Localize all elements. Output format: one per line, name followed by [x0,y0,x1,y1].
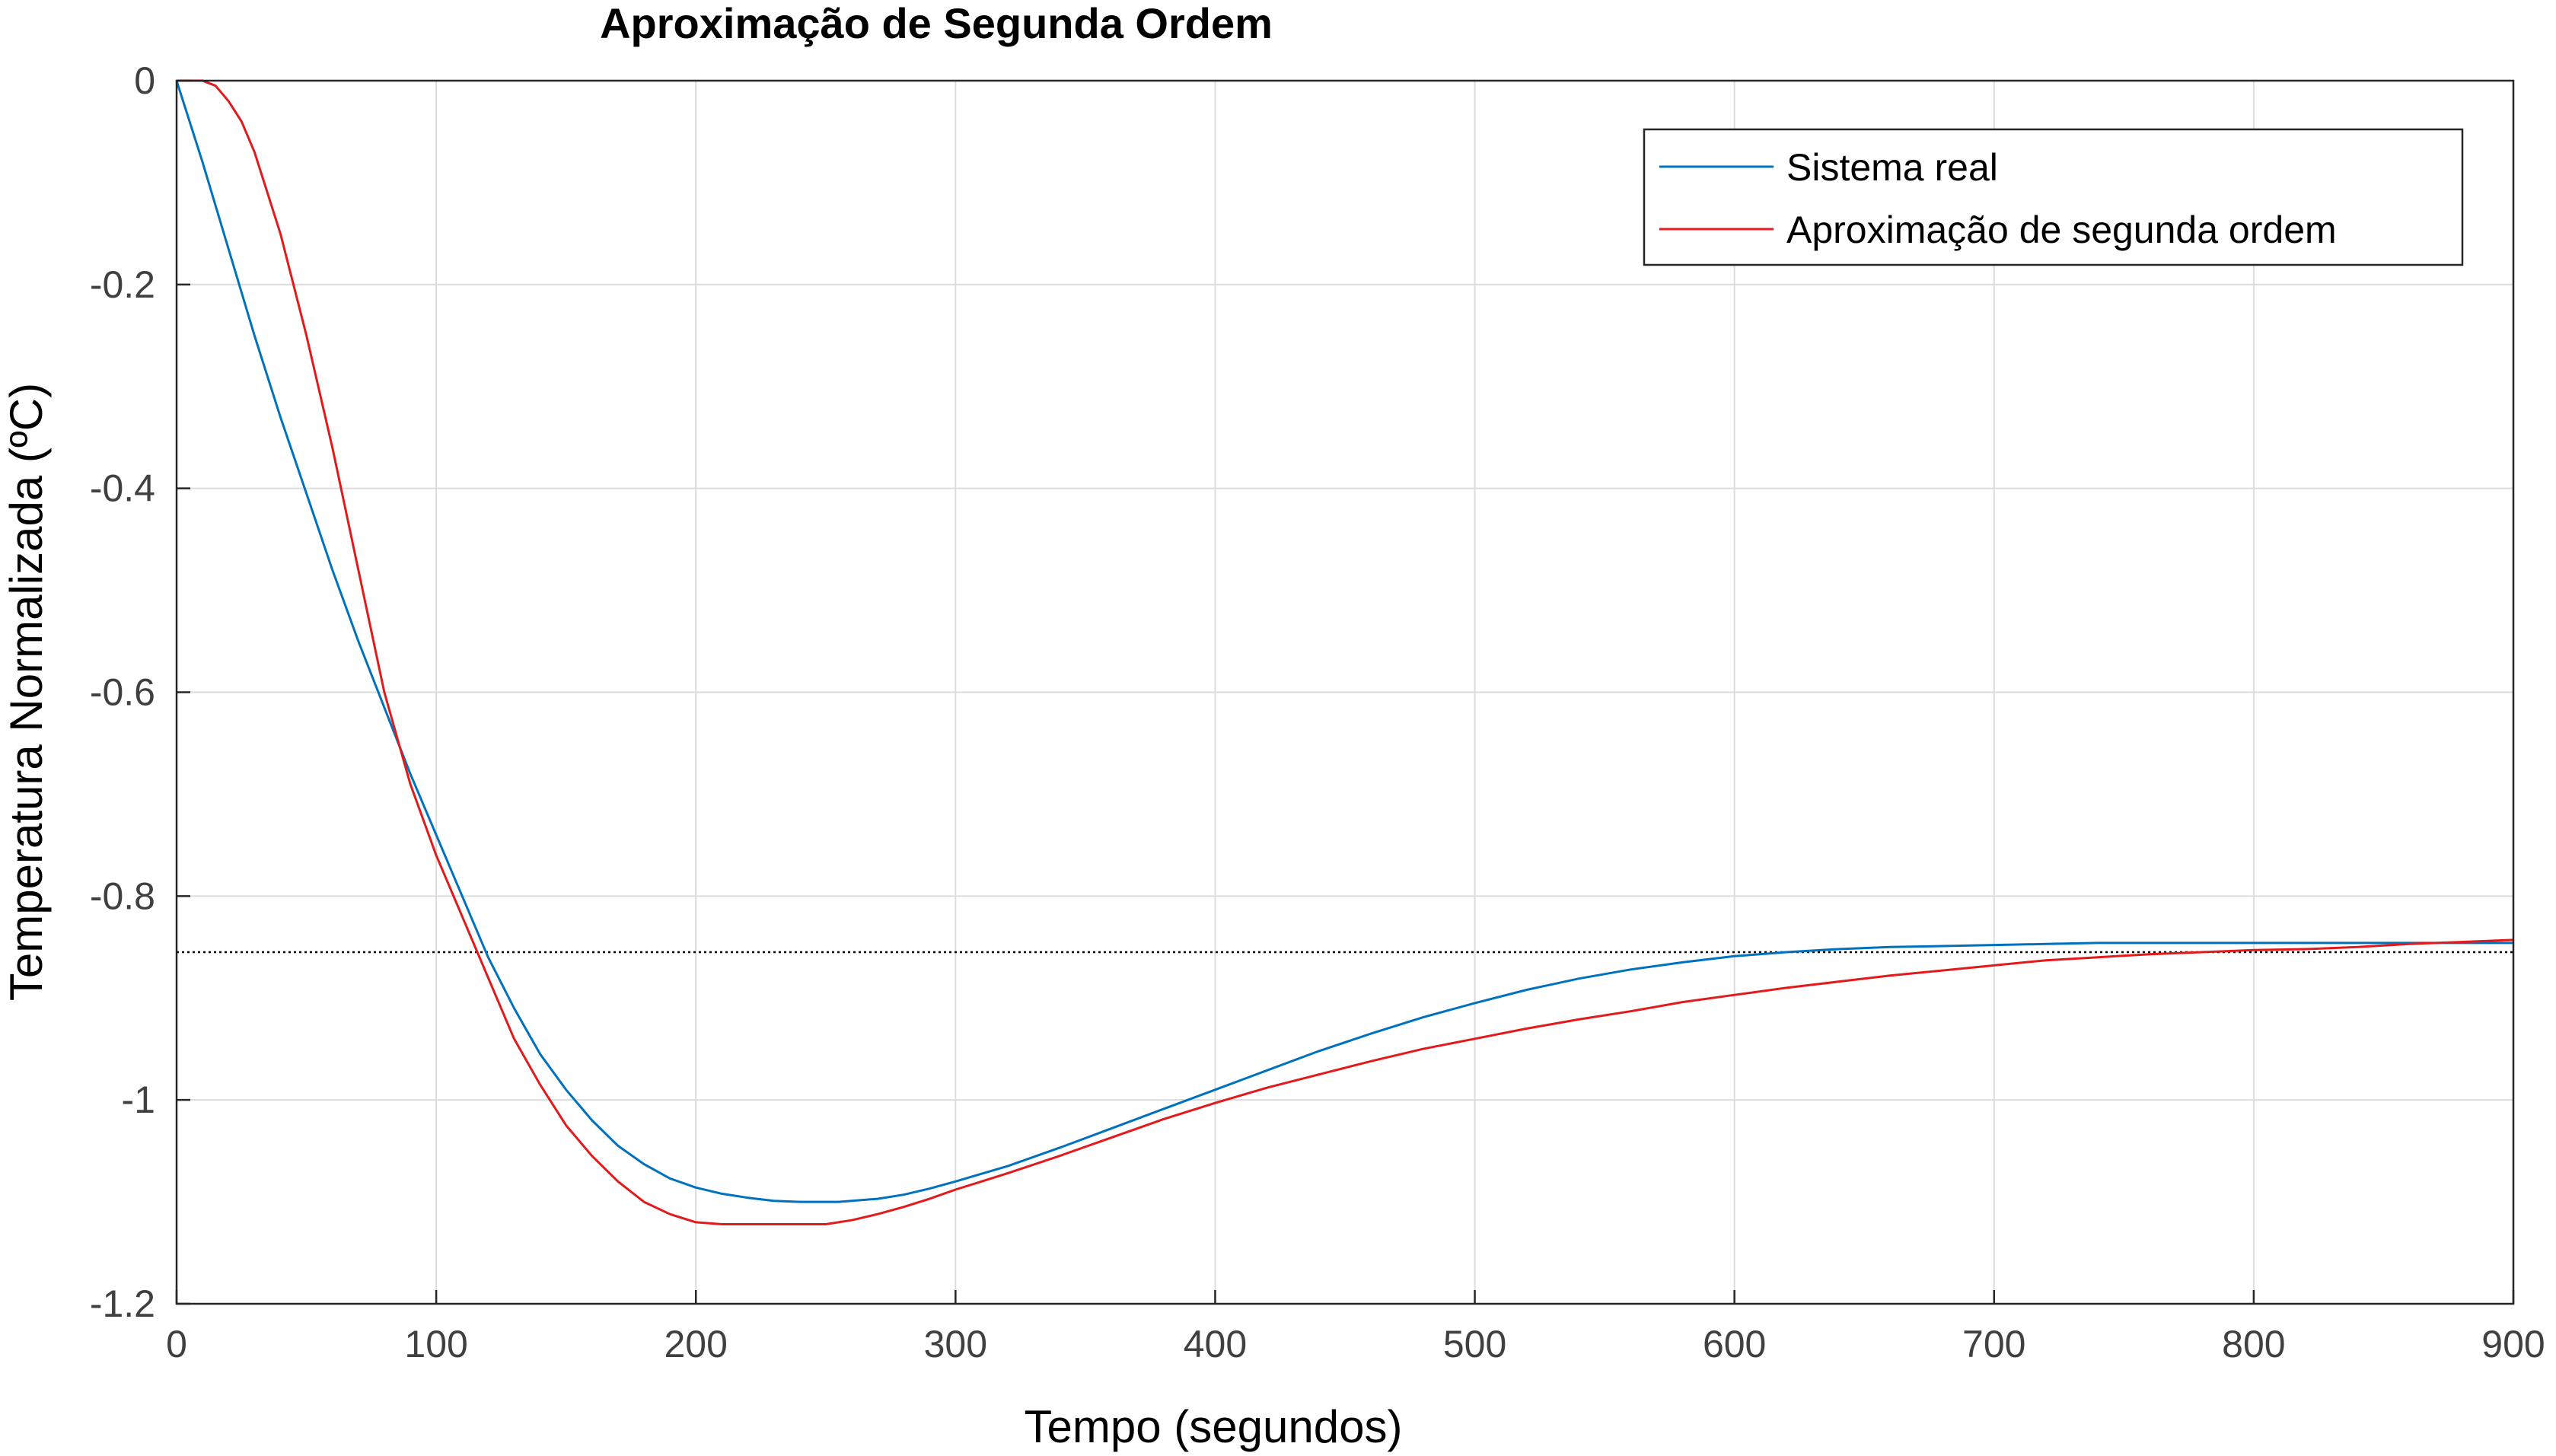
x-axis-title: Tempo (segundos) [1025,1401,1403,1452]
legend: Sistema real Aproximação de segunda orde… [1643,128,2464,266]
y-axis-title: Temperatura Normalizada (ºC) [1,383,52,1001]
y-tick-label: -1.2 [90,1282,155,1325]
legend-label-sistema-real: Sistema real [1786,146,1998,189]
series-line-0 [175,80,2513,1203]
y-tick-label: -1 [122,1078,155,1121]
series-line-1 [177,79,2514,1225]
chart-title: Aproximação de Segunda Ordem [600,0,1273,47]
legend-label-aproximacao: Aproximação de segunda ordem [1786,209,2337,251]
x-tick-label: 200 [664,1323,728,1365]
legend-box [1643,128,2464,266]
x-tick-label: 0 [166,1323,187,1365]
x-tick-label: 900 [2481,1323,2545,1365]
y-tick-label: -0.6 [90,671,155,714]
y-tick-label: -0.8 [90,875,155,917]
series-layer [175,79,2514,1225]
y-tick-label: -0.2 [90,263,155,306]
x-tick-label: 500 [1443,1323,1506,1365]
x-tick-label: 800 [2222,1323,2285,1365]
y-tick-label: -0.4 [90,467,155,510]
axis-ticks: 0 100 200 300 400 500 600 700 800 900 0 -0.2 -0.4 -0.… [90,59,2545,1365]
x-tick-label: 400 [1184,1323,1247,1365]
x-tick-label: 600 [1703,1323,1766,1365]
x-tick-label: 300 [924,1323,987,1365]
x-tick-label: 700 [1962,1323,2025,1365]
y-tick-label: 0 [134,59,155,102]
x-tick-label: 100 [404,1323,467,1365]
